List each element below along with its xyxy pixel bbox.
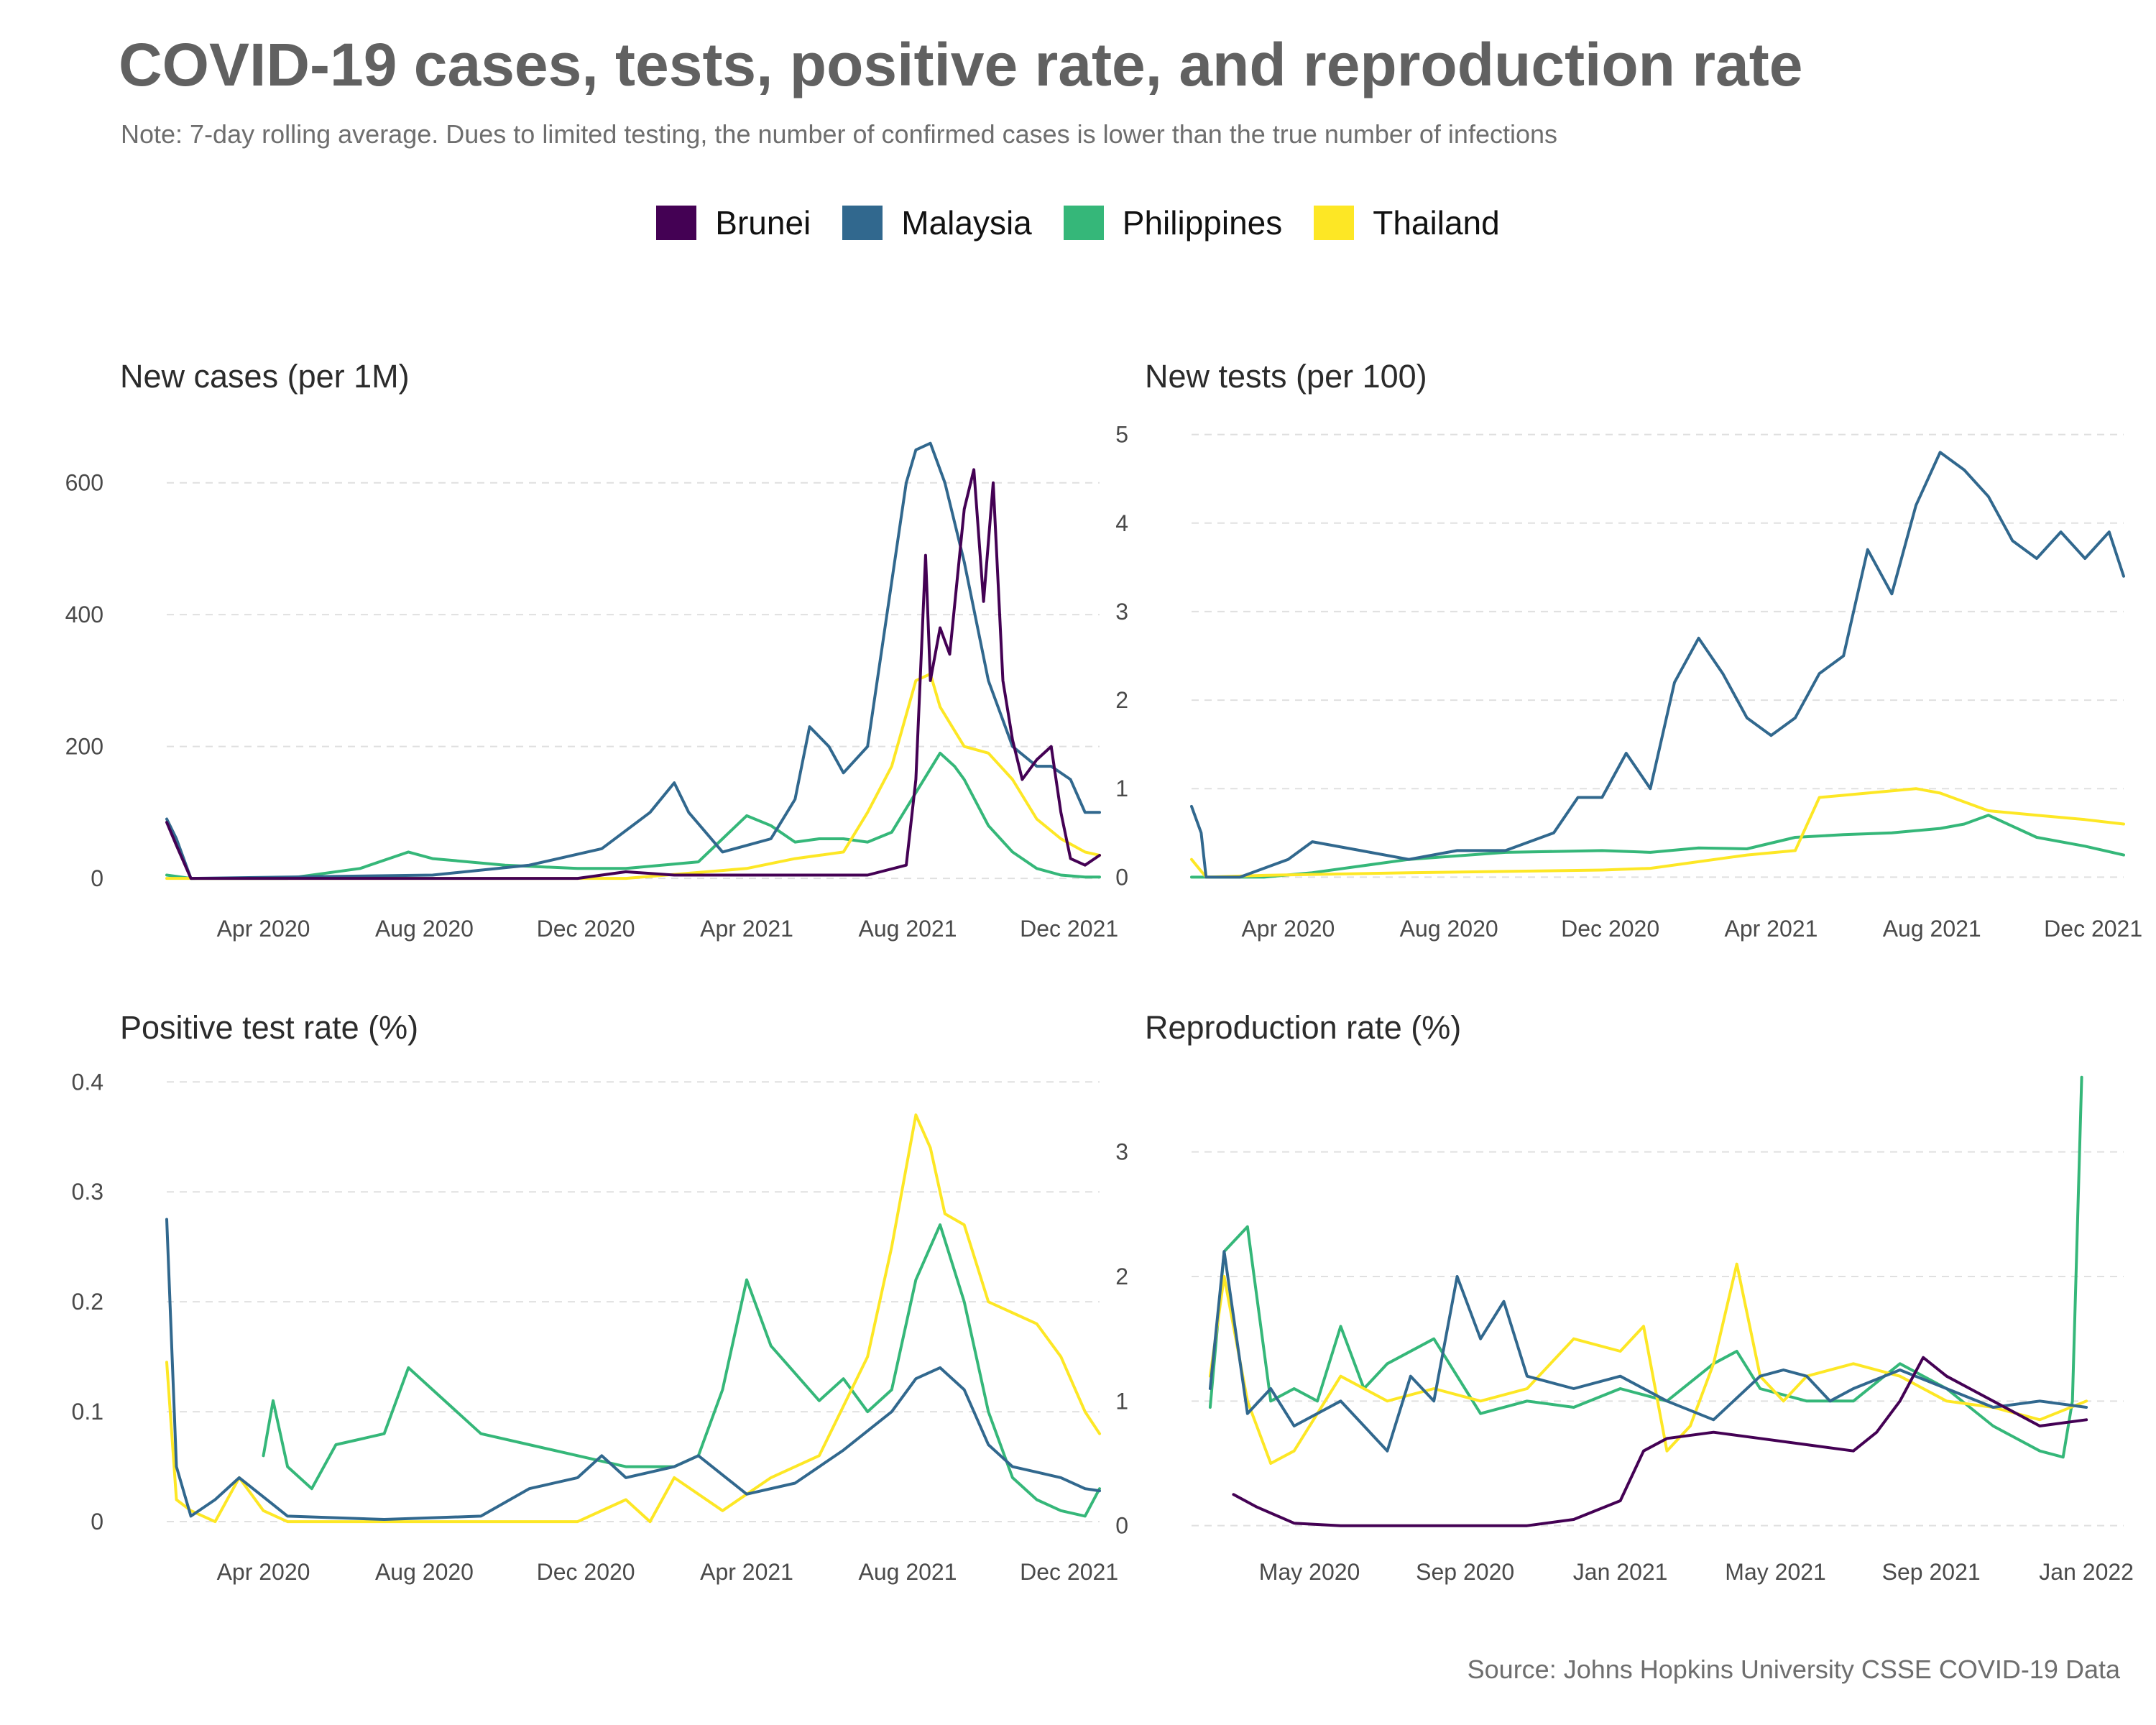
x-tick-label: Apr 2021	[700, 916, 793, 942]
y-tick-label: 0	[91, 1509, 103, 1535]
series-line-philippines	[1190, 814, 2125, 879]
legend-swatch-philippines	[1063, 206, 1104, 240]
panel-positive-rate: 0 0.1 0.2 0.3 0.4 Apr 2020 Aug 2020 Dec 2020 Apr…	[72, 1069, 1119, 1585]
x-tick-label: May 2020	[1259, 1559, 1360, 1585]
x-tick-label: Apr 2021	[1724, 916, 1818, 942]
y-tick-label: 3	[1115, 1139, 1128, 1165]
x-tick-label: Aug 2020	[375, 916, 474, 942]
x-tick-label: May 2021	[1725, 1559, 1826, 1585]
y-tick-label: 600	[65, 470, 103, 496]
x-tick-label: Aug 2021	[858, 1559, 957, 1585]
legend-swatch-thailand	[1314, 206, 1355, 240]
x-tick-label: Sep 2020	[1416, 1559, 1514, 1585]
chart-subtitle: Note: 7-day rolling average. Dues to lim…	[121, 119, 1558, 149]
series-line-malaysia	[165, 1218, 1101, 1521]
x-tick-label: Apr 2020	[217, 1559, 310, 1585]
series-line-thailand	[1208, 1262, 2088, 1465]
y-tick-label: 2	[1115, 687, 1128, 713]
x-tick-label: Apr 2021	[700, 1559, 793, 1585]
y-tick-label: 5	[1115, 422, 1128, 448]
series-line-philippines	[165, 751, 1101, 880]
x-tick-label: Aug 2021	[858, 916, 957, 942]
x-tick-label: Dec 2020	[537, 1559, 635, 1585]
y-tick-label: 0.2	[72, 1289, 103, 1315]
series-line-thailand	[1190, 787, 2125, 879]
y-tick-label: 0	[1115, 1513, 1128, 1539]
y-tick-label: 0.3	[72, 1179, 103, 1205]
x-tick-label: Dec 2020	[537, 916, 635, 942]
series-line-malaysia	[165, 441, 1101, 880]
legend-item-thailand: Thailand	[1314, 203, 1500, 242]
x-tick-label: Aug 2020	[375, 1559, 474, 1585]
legend-label-brunei: Brunei	[715, 204, 811, 242]
x-tick-label: Sep 2021	[1882, 1559, 1981, 1585]
panel-title-new-tests: New tests (per 100)	[1145, 358, 1427, 395]
panel-new-cases: 0 200 400 600 Apr 2020 Aug 2020 Dec 2020 Apr 20…	[65, 441, 1118, 942]
series-line-malaysia	[1190, 451, 2125, 879]
panel-new-tests: 0 1 2 3 4 5 Apr 2020 Aug 2020 Dec 2020 Apr 2021 Au…	[1115, 422, 2142, 942]
series-line-thailand	[165, 672, 1101, 880]
panel-title-positive-rate: Positive test rate (%)	[120, 1009, 419, 1046]
legend-item-brunei: Brunei	[656, 203, 811, 242]
legend-label-thailand: Thailand	[1373, 204, 1500, 242]
legend-item-malaysia: Malaysia	[842, 203, 1032, 242]
panel-title-new-cases: New cases (per 1M)	[120, 358, 410, 395]
legend-label-malaysia: Malaysia	[901, 204, 1032, 242]
legend-item-philippines: Philippines	[1063, 203, 1283, 242]
series-line-thailand	[165, 1113, 1101, 1524]
x-tick-label: Dec 2021	[2044, 916, 2142, 942]
y-tick-label: 0	[91, 865, 103, 891]
x-tick-label: Aug 2021	[1883, 916, 1981, 942]
x-tick-label: Jan 2021	[1573, 1559, 1668, 1585]
series-line-philippines	[262, 1223, 1101, 1518]
panel-title-reproduction-rate: Reproduction rate (%)	[1145, 1009, 1462, 1046]
legend-label-philippines: Philippines	[1122, 204, 1283, 242]
y-tick-label: 3	[1115, 599, 1128, 625]
x-tick-label: Aug 2020	[1400, 916, 1498, 942]
x-tick-label: Dec 2021	[1020, 1559, 1118, 1585]
source-note: Source: Johns Hopkins University CSSE CO…	[1467, 1655, 2120, 1684]
legend-swatch-malaysia	[842, 206, 883, 240]
chart-title: COVID-19 cases, tests, positive rate, an…	[119, 31, 1803, 98]
series-line-brunei	[165, 468, 1101, 880]
series-line-philippines	[1208, 1075, 2083, 1459]
legend: Brunei Malaysia Philippines Thailand	[0, 201, 2156, 244]
y-tick-label: 2	[1115, 1264, 1128, 1289]
panel-reproduction-rate: 0 1 2 3 May 2020 Sep 2020 Jan 2021 May 2021 Sep …	[1115, 1075, 2134, 1585]
y-tick-label: 1	[1115, 776, 1128, 801]
y-tick-label: 200	[65, 734, 103, 760]
series-line-brunei	[1232, 1356, 2088, 1527]
x-tick-label: Apr 2020	[1241, 916, 1335, 942]
y-tick-label: 0.1	[72, 1399, 103, 1425]
series-line-malaysia	[1208, 1250, 2088, 1453]
legend-swatch-brunei	[656, 206, 697, 240]
y-tick-label: 400	[65, 602, 103, 627]
y-tick-label: 4	[1115, 510, 1128, 536]
y-tick-label: 1	[1115, 1388, 1128, 1414]
x-tick-label: Dec 2021	[1020, 916, 1118, 942]
x-tick-label: Jan 2022	[2039, 1559, 2134, 1585]
y-tick-label: 0.4	[72, 1069, 103, 1095]
y-tick-label: 0	[1115, 864, 1128, 890]
x-tick-label: Apr 2020	[217, 916, 310, 942]
x-tick-label: Dec 2020	[1561, 916, 1659, 942]
